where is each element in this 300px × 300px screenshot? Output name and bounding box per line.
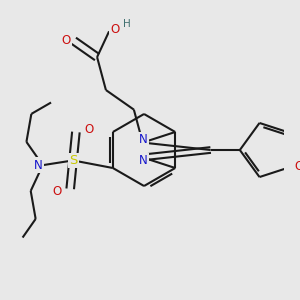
Text: S: S [69, 154, 77, 167]
Text: N: N [34, 159, 42, 172]
Text: O: O [85, 123, 94, 136]
Text: O: O [61, 34, 71, 47]
Text: O: O [52, 185, 62, 198]
Text: O: O [110, 23, 119, 36]
Text: H: H [123, 19, 131, 29]
Text: O: O [294, 160, 300, 173]
Text: N: N [139, 133, 148, 146]
Text: N: N [139, 154, 148, 167]
